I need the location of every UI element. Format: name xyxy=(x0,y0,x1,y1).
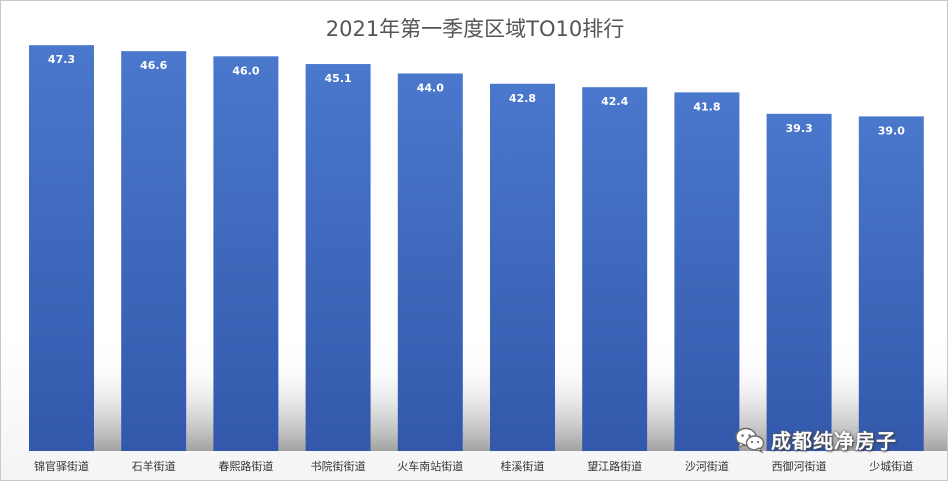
category-label: 春熙路街道 xyxy=(218,459,273,473)
bar xyxy=(305,64,371,452)
data-label: 46.6 xyxy=(140,59,167,72)
data-label: 46.0 xyxy=(232,64,259,77)
bar xyxy=(674,92,740,451)
data-label: 41.8 xyxy=(693,100,720,113)
category-labels: 锦官驿街道 石羊街道 春熙路街道 书院街街道 火车南站街道 桂溪街道 望江路街道 沙河街道 西御… xyxy=(34,459,913,473)
category-label: 沙河街道 xyxy=(685,459,729,473)
data-label: 39.0 xyxy=(878,124,905,137)
data-labels: 47.3 46.6 46.0 45.1 44.0 42.8 42.4 41.8 39.3 39.0 xyxy=(48,53,905,137)
category-label: 望江路街道 xyxy=(587,459,642,473)
data-label: 47.3 xyxy=(48,53,75,66)
chart-title: 2021年第一季度区域TO10排行 xyxy=(325,17,625,41)
category-label: 西御河街道 xyxy=(772,459,827,473)
category-label: 少城街道 xyxy=(869,459,913,473)
category-label: 火车南站街道 xyxy=(397,459,463,473)
bar xyxy=(29,45,94,451)
data-label: 42.8 xyxy=(509,92,536,105)
bar xyxy=(858,116,924,451)
data-label: 44.0 xyxy=(417,81,444,94)
watermark: 成都纯净房子 xyxy=(735,425,897,454)
data-label: 42.4 xyxy=(601,95,628,108)
wechat-icon xyxy=(735,427,765,453)
bar xyxy=(397,73,463,451)
bar xyxy=(490,83,555,451)
bar-shadow xyxy=(923,361,947,451)
category-label: 锦官驿街道 xyxy=(34,459,89,473)
bar xyxy=(766,113,832,451)
bar xyxy=(582,87,648,451)
category-label: 桂溪街道 xyxy=(501,459,545,473)
category-label: 书院街街道 xyxy=(311,459,366,473)
data-label: 39.3 xyxy=(786,122,813,135)
watermark-text: 成都纯净房子 xyxy=(771,429,897,453)
bars xyxy=(29,45,924,452)
category-label: 石羊街道 xyxy=(132,459,176,473)
bar xyxy=(213,56,279,451)
data-label: 45.1 xyxy=(325,72,352,85)
bar xyxy=(121,51,187,452)
